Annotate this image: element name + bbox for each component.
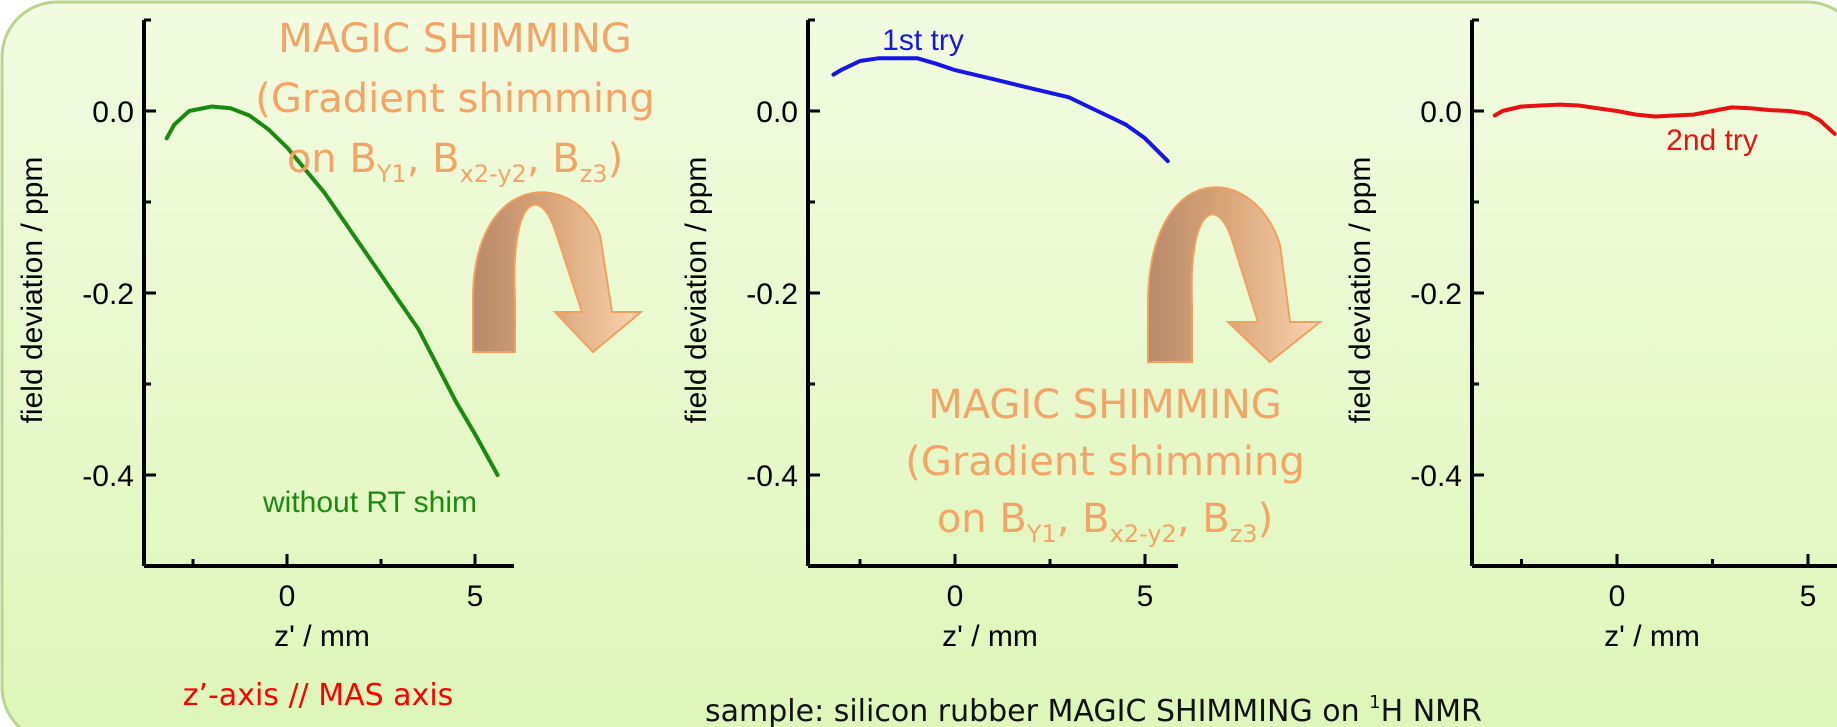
- magic-bottom-title: MAGIC SHIMMING: [928, 382, 1282, 428]
- sample-note-suffix: H NMR: [1381, 694, 1482, 727]
- series-line: [831, 56, 1170, 164]
- magic-top-on-b: on B: [287, 136, 377, 182]
- magic-bottom-sub3: z3: [1230, 520, 1258, 548]
- magic-top-title: MAGIC SHIMMING: [278, 16, 632, 62]
- magic-bottom-on-b: on B: [937, 496, 1027, 542]
- plot-1: 0.0 -0.2 -0.4 0 5 z' / mm field deviation / pp…: [16, 18, 514, 653]
- axis-note: z’-axis // MAS axis: [183, 678, 454, 713]
- x-axis-title: z' / mm: [274, 620, 370, 653]
- magic-top-b2: , B: [407, 136, 460, 182]
- magic-annotation-bottom: MAGIC SHIMMING (Gradient shimming on BY1…: [905, 382, 1305, 548]
- sample-note: sample: silicon rubber MAGIC SHIMMING on…: [705, 692, 1482, 727]
- magic-top-close: ): [608, 136, 624, 182]
- curved-arrow-2: [1147, 186, 1323, 364]
- magic-bottom-b2: , B: [1057, 496, 1110, 542]
- x-tick-label: 5: [467, 580, 484, 613]
- y-tick-label: -0.2: [746, 278, 798, 311]
- y-tick-label: -0.2: [82, 278, 134, 311]
- y-axis-title: field deviation / ppm: [1344, 157, 1377, 424]
- x-tick-label: 0: [1609, 580, 1626, 613]
- y-axis-title: field deviation / ppm: [680, 157, 713, 424]
- magic-bottom-line2: (Gradient shimming: [905, 439, 1305, 485]
- magic-top-sub3: z3: [580, 160, 608, 188]
- y-tick-label: 0.0: [1420, 96, 1462, 129]
- series-label: without RT shim: [262, 486, 477, 519]
- series-label: 1st try: [882, 24, 964, 57]
- y-tick-label: -0.4: [746, 460, 798, 493]
- sample-note-sup: 1: [1369, 692, 1380, 713]
- series-label: 2nd try: [1666, 124, 1758, 157]
- arrow-1-shape: [472, 191, 644, 354]
- x-tick-label: 0: [947, 580, 964, 613]
- y-tick-label: 0.0: [756, 96, 798, 129]
- magic-bottom-sub1: Y1: [1026, 520, 1057, 548]
- magic-bottom-sub2: x2-y2: [1110, 520, 1177, 548]
- magic-top-b3: , B: [527, 136, 580, 182]
- x-tick-label: 0: [279, 580, 296, 613]
- x-tick-label: 5: [1800, 580, 1817, 613]
- magic-annotation-top: MAGIC SHIMMING (Gradient shimming on BY1…: [255, 16, 655, 188]
- magic-bottom-close: ): [1258, 496, 1274, 542]
- magic-bottom-line3: on BY1, Bx2-y2, Bz3): [937, 496, 1273, 548]
- magic-top-sub2: x2-y2: [460, 160, 527, 188]
- series-line: [164, 104, 500, 477]
- x-tick-label: 5: [1137, 580, 1154, 613]
- magic-top-line3: on BY1, Bx2-y2, Bz3): [287, 136, 623, 188]
- series-line: [1492, 102, 1837, 136]
- x-axis-title: z' / mm: [1604, 620, 1700, 653]
- sample-note-prefix: sample: silicon rubber MAGIC SHIMMING on: [705, 694, 1369, 727]
- y-tick-label: -0.2: [1410, 278, 1462, 311]
- y-tick-label: -0.4: [1410, 460, 1462, 493]
- y-axis-title: field deviation / ppm: [16, 157, 49, 424]
- arrow-2-shape: [1147, 186, 1323, 364]
- x-axis-title: z' / mm: [942, 620, 1038, 653]
- magic-bottom-b3: , B: [1177, 496, 1230, 542]
- plot-3: 0.0 -0.2 -0.4 0 5 z' / mm field deviation / pp…: [1344, 18, 1837, 653]
- y-tick-label: -0.4: [82, 460, 134, 493]
- magic-top-line2: (Gradient shimming: [255, 76, 655, 122]
- curved-arrow-1: [472, 191, 644, 354]
- magic-top-sub1: Y1: [376, 160, 407, 188]
- plot-2: 0.0 -0.2 -0.4 0 5 z' / mm field deviation / pp…: [680, 18, 1178, 653]
- y-tick-label: 0.0: [92, 96, 134, 129]
